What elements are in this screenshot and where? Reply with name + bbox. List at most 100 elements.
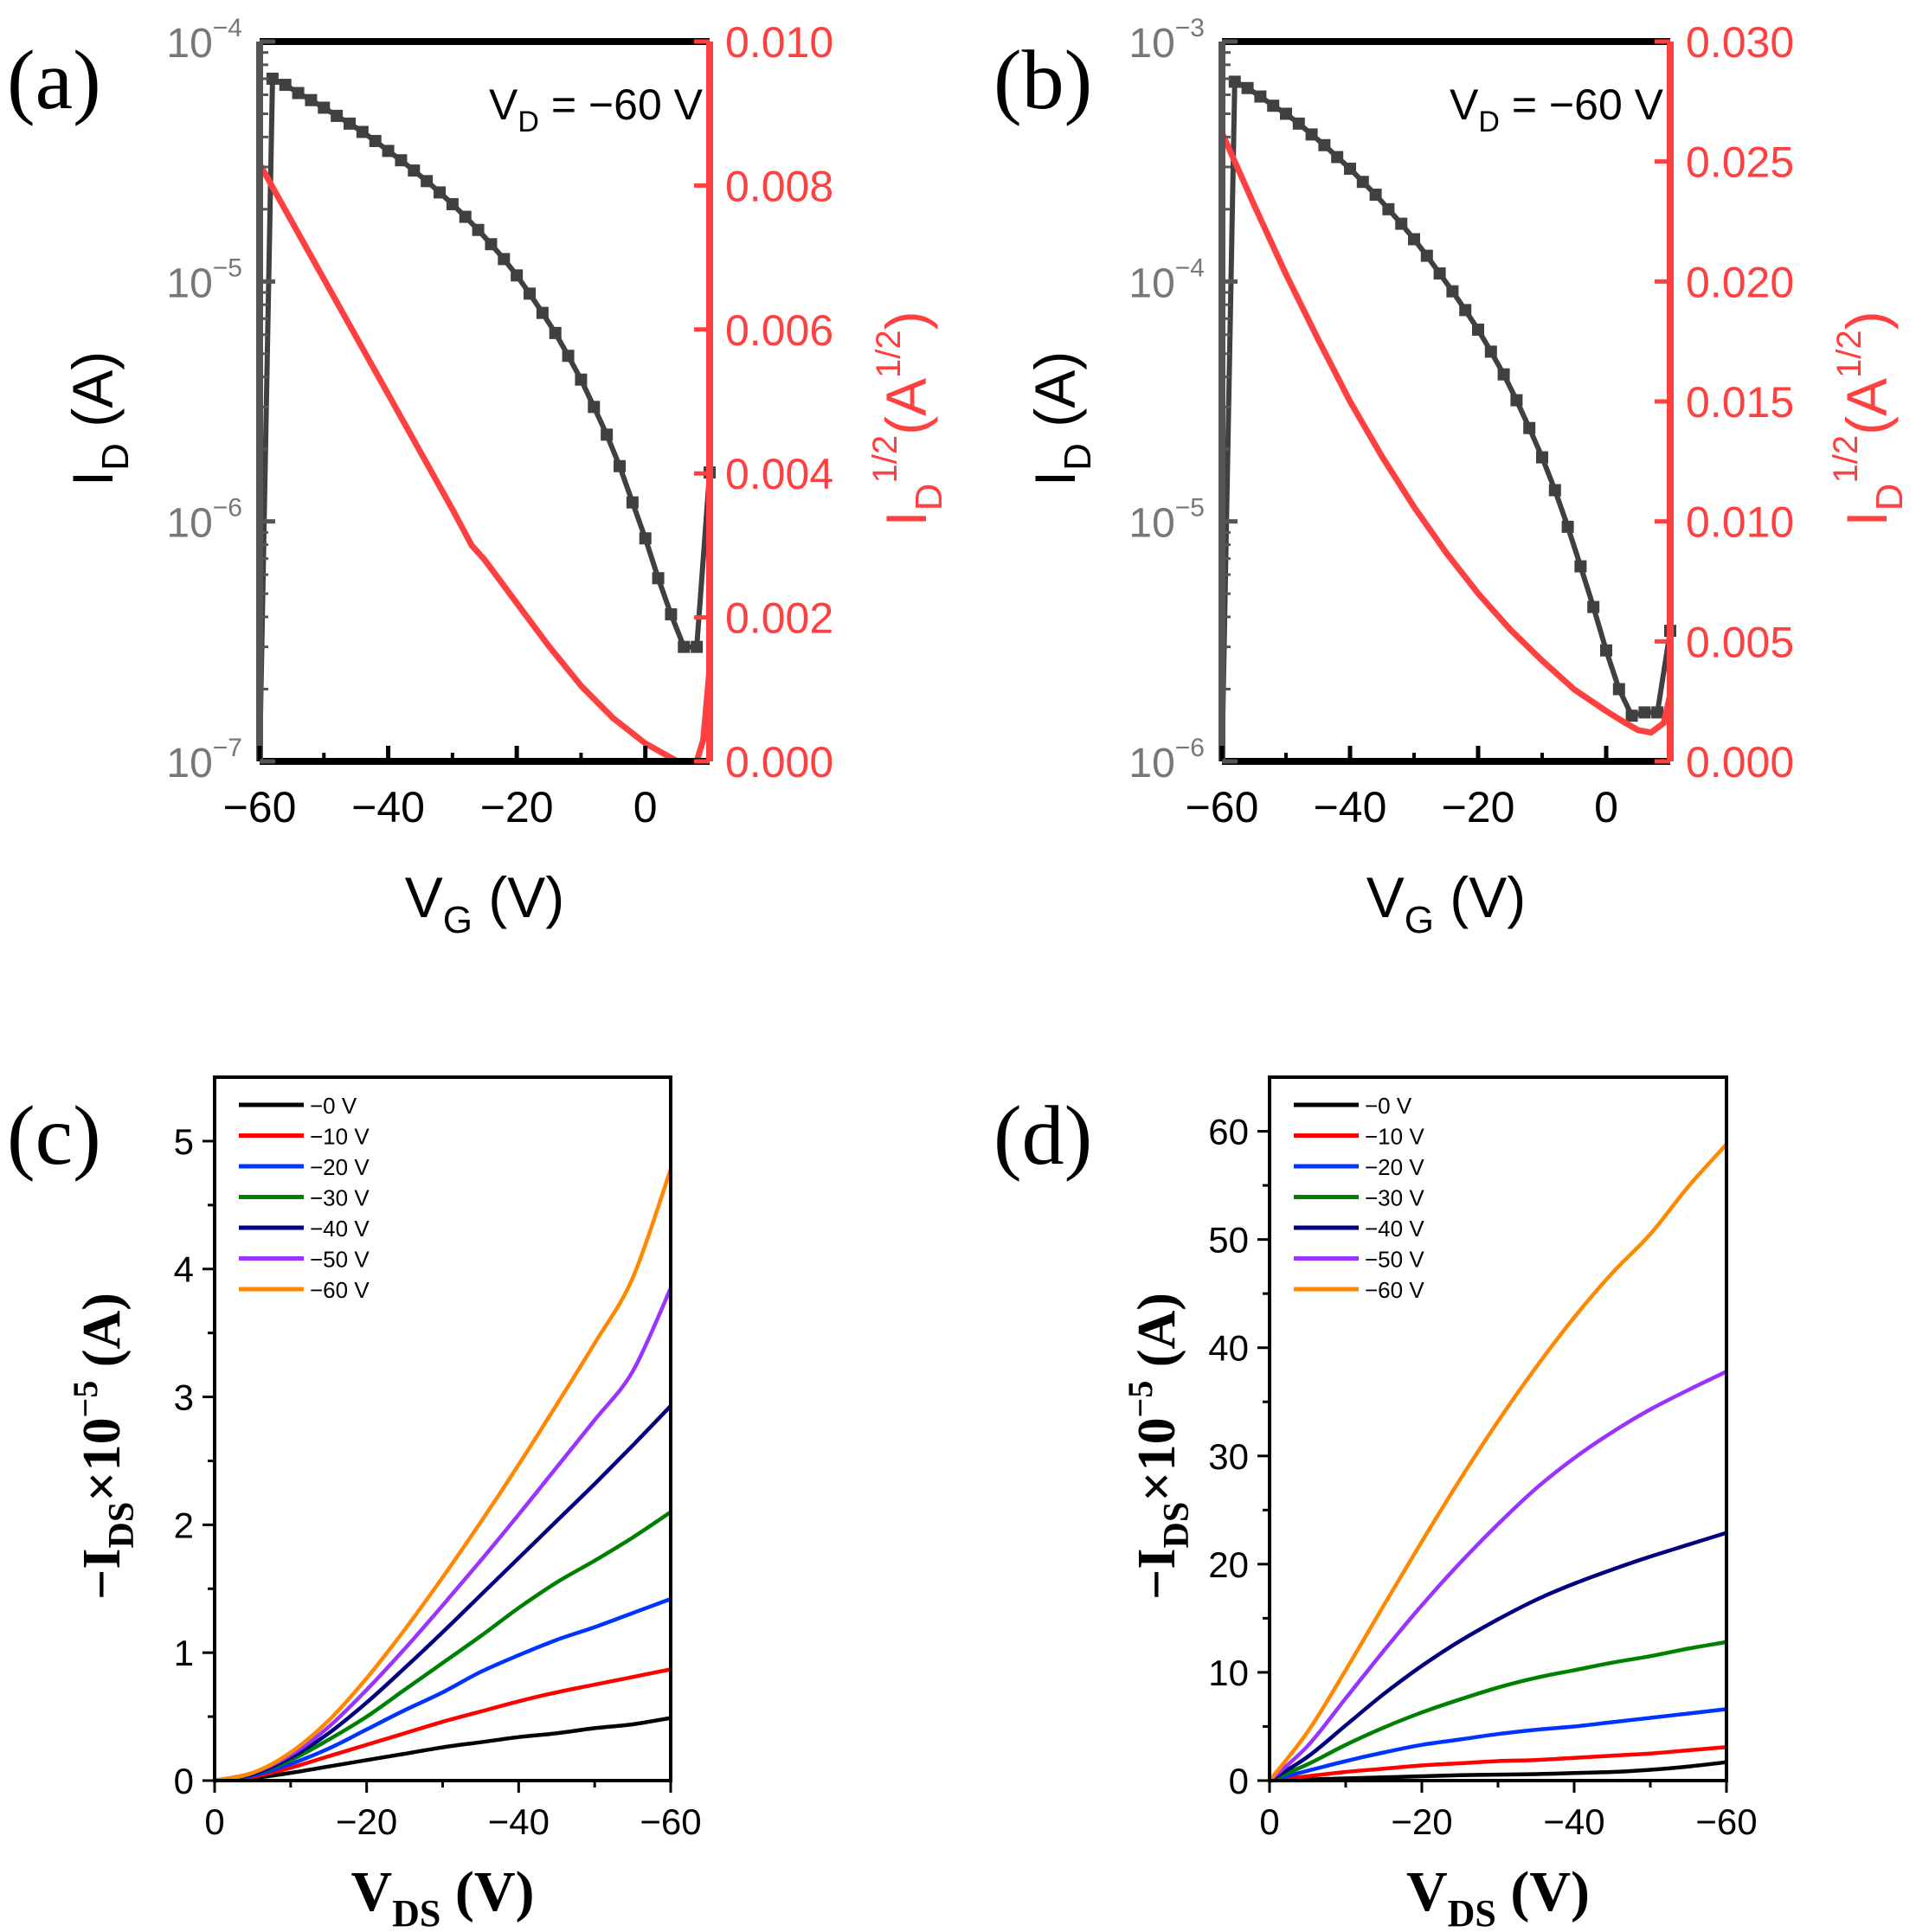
x-tick-label: 0 (1594, 783, 1618, 831)
y-tick-label: 30 (1208, 1436, 1249, 1477)
data-point (1651, 706, 1664, 719)
data-point (1459, 304, 1472, 317)
data-point (665, 608, 678, 621)
x-axis-title: VDS (V) (1406, 1860, 1590, 1928)
series-line (214, 1168, 673, 1783)
data-point (614, 459, 626, 472)
x-tick-label: −40 (1543, 1801, 1604, 1842)
series-line-sqrt-id (1218, 131, 1674, 736)
legend-entry: −30 V (1365, 1185, 1424, 1211)
data-point (1536, 451, 1548, 464)
data-point (1241, 81, 1254, 94)
data-point (1446, 285, 1459, 298)
data-point (1228, 75, 1241, 88)
data-point (434, 186, 446, 199)
series-line (1268, 1370, 1727, 1782)
y-right-tick-label: 0.002 (725, 594, 833, 643)
data-point (318, 101, 331, 114)
data-point (1472, 323, 1484, 336)
data-point (382, 144, 395, 157)
y-tick-label: 10 (1208, 1653, 1249, 1693)
data-point (1344, 163, 1356, 176)
panel-label: (d) (993, 1089, 1092, 1183)
series-line-id (257, 76, 712, 762)
data-point (331, 109, 344, 122)
annotation-vd: VD = −60 V (1450, 80, 1664, 138)
data-point (1420, 249, 1433, 262)
data-point (1382, 202, 1395, 215)
series-line (214, 1404, 672, 1783)
y-tick-label: 0 (174, 1761, 194, 1801)
y-right-tick-label: 0.010 (1686, 498, 1794, 547)
data-point (588, 401, 601, 414)
legend-entry: −20 V (1365, 1154, 1424, 1180)
y-axis-title: −IDS×10−5 (A) (66, 1293, 142, 1600)
y-tick-label: 0 (1229, 1761, 1249, 1801)
data-point (562, 350, 575, 363)
y-left-tick-label: 10−4 (1128, 254, 1205, 306)
data-point (575, 373, 588, 386)
data-point (1561, 520, 1574, 533)
legend-entry: −20 V (310, 1154, 370, 1180)
x-tick-label: −60 (223, 783, 297, 831)
data-point (1548, 484, 1561, 497)
panel-label: (a) (7, 34, 101, 127)
series-line (1268, 1531, 1727, 1782)
legend-entry: −30 V (310, 1185, 370, 1211)
data-point (459, 210, 472, 223)
x-tick-label: 0 (204, 1801, 224, 1842)
data-point (1280, 107, 1292, 120)
plot-frame (1268, 1075, 1728, 1782)
legend-entry: −0 V (1365, 1093, 1412, 1119)
y-tick-label: 20 (1208, 1544, 1249, 1585)
data-point (1356, 176, 1369, 189)
data-point (549, 326, 562, 339)
data-point (1331, 151, 1344, 164)
data-point (408, 164, 421, 177)
panel-b: (b) −60 −40 −20 0 10−6 10−5 10−4 10−3 0.000 0.005 0… (993, 14, 1911, 941)
series-line (214, 1716, 672, 1783)
data-point (485, 238, 498, 251)
y-right-tick-label: 0.005 (1686, 618, 1794, 666)
y-tick-label: 4 (174, 1249, 194, 1290)
y-right-tick-label: 0.020 (1686, 258, 1794, 306)
data-point (1497, 368, 1510, 381)
data-point (421, 175, 434, 188)
y-tick-label: 40 (1208, 1328, 1249, 1369)
x-tick-label: −20 (480, 783, 554, 831)
data-point (344, 117, 356, 130)
data-point (1369, 189, 1382, 202)
x-tick-label: 0 (633, 783, 658, 831)
y-tick-label: 2 (174, 1505, 194, 1545)
data-point (1587, 600, 1600, 613)
data-point (536, 306, 549, 319)
y-right-tick-label: 0.008 (725, 162, 833, 210)
y-right-axis-title: ID1/2(A1/2) (1827, 311, 1911, 526)
legend-entry: −60 V (1365, 1277, 1424, 1303)
y-right-tick-label: 0.015 (1686, 378, 1794, 427)
data-point (524, 287, 536, 300)
legend-entry: −40 V (1365, 1216, 1424, 1242)
data-point (1318, 138, 1331, 151)
data-point (292, 87, 305, 99)
y-left-tick-label: 10−6 (1128, 734, 1205, 786)
data-point (678, 640, 691, 653)
y-left-axis-title: ID (A) (61, 351, 137, 486)
y-left-tick-label: 10−5 (166, 254, 242, 306)
data-point (1433, 267, 1446, 280)
series-line (1268, 1143, 1728, 1782)
x-axis-title: VG (V) (1366, 865, 1527, 941)
y-axis-title: −IDS×10−5 (A) (1121, 1293, 1197, 1600)
data-point (1510, 394, 1523, 407)
x-tick-label: −20 (1442, 783, 1515, 831)
y-tick-label: 1 (174, 1633, 194, 1673)
data-point (1638, 706, 1651, 719)
legend-entry: −10 V (310, 1124, 370, 1150)
data-point (395, 154, 408, 167)
series-line (214, 1596, 672, 1783)
series-line-sqrt-id (256, 162, 713, 765)
data-point (1292, 117, 1305, 130)
data-point (1484, 345, 1497, 358)
data-point (498, 253, 511, 266)
